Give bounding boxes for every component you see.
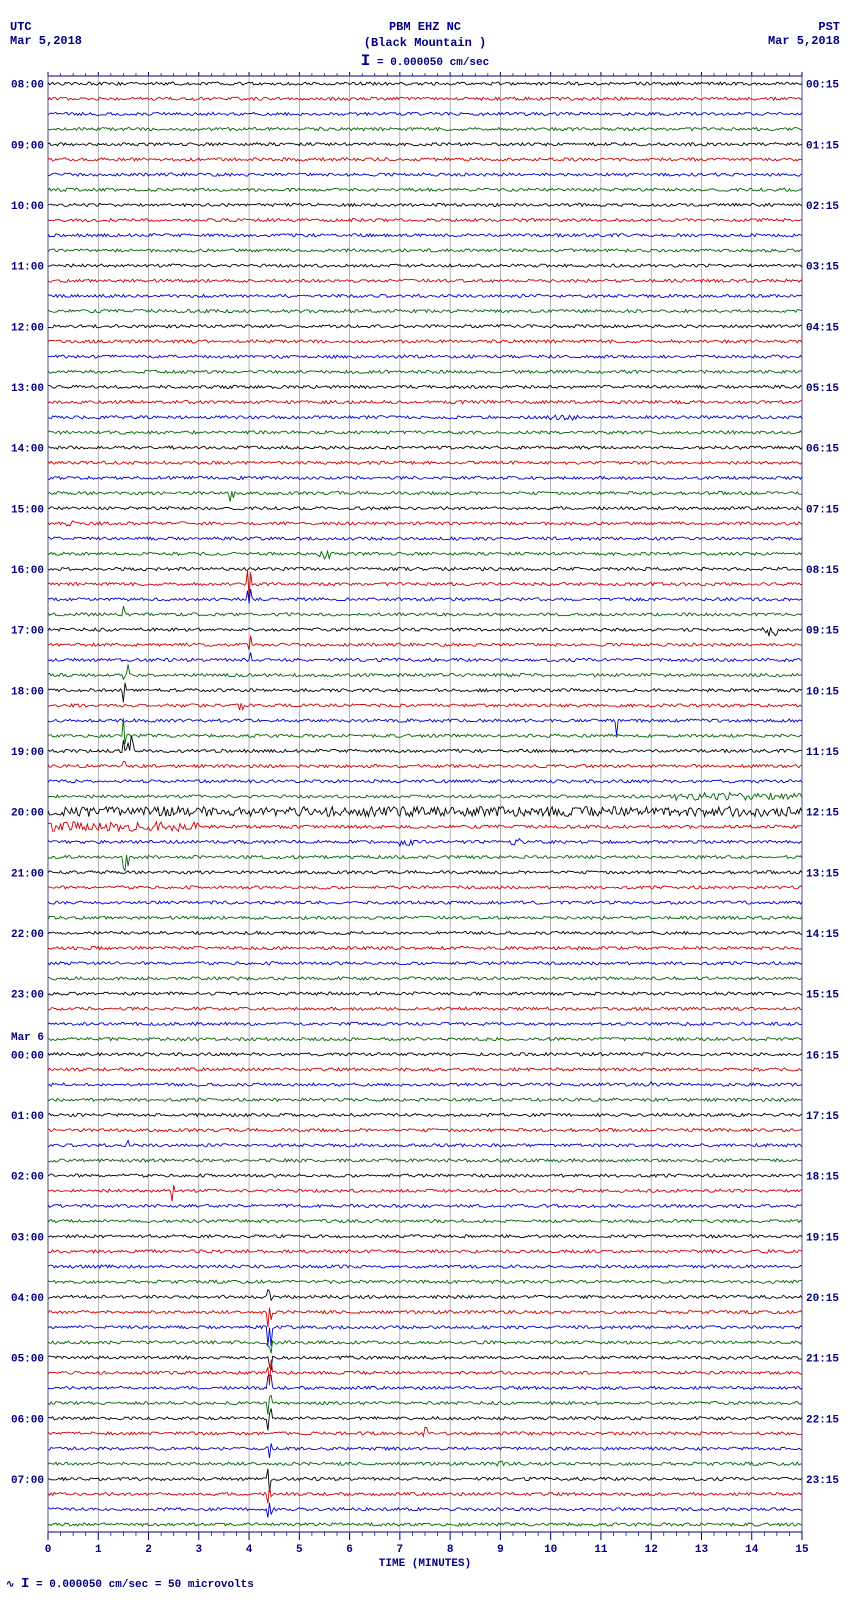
svg-text:09:15: 09:15 (806, 626, 839, 638)
svg-text:00:15: 00:15 (806, 80, 839, 92)
svg-text:14:15: 14:15 (806, 929, 839, 941)
svg-text:01:00: 01:00 (11, 1111, 44, 1123)
svg-text:18:15: 18:15 (806, 1172, 839, 1184)
svg-text:5: 5 (296, 1544, 303, 1556)
svg-text:21:00: 21:00 (11, 868, 44, 880)
svg-text:10:15: 10:15 (806, 686, 839, 698)
scale-value: = 0.000050 cm/sec (377, 57, 489, 69)
left-date-label: Mar 5,2018 (10, 34, 82, 48)
svg-text:1: 1 (95, 1544, 102, 1556)
station-name: (Black Mountain ) (82, 36, 768, 52)
svg-text:05:15: 05:15 (806, 383, 839, 395)
svg-text:22:15: 22:15 (806, 1414, 839, 1426)
svg-text:08:00: 08:00 (11, 80, 44, 92)
svg-text:20:00: 20:00 (11, 808, 44, 820)
right-date-label: Mar 5,2018 (768, 34, 840, 48)
svg-text:00:00: 00:00 (11, 1050, 44, 1062)
svg-text:05:00: 05:00 (11, 1354, 44, 1366)
footer-scale-text: = 0.000050 cm/sec = 50 microvolts (36, 1579, 254, 1591)
svg-text:17:15: 17:15 (806, 1111, 839, 1123)
left-tz-label: UTC (10, 20, 82, 34)
svg-text:3: 3 (195, 1544, 202, 1556)
svg-text:10:00: 10:00 (11, 201, 44, 213)
svg-text:9: 9 (497, 1544, 504, 1556)
svg-text:11:15: 11:15 (806, 747, 839, 759)
helicorder-plot: 0123456789101112131415TIME (MINUTES)08:0… (0, 72, 850, 1572)
svg-text:4: 4 (246, 1544, 253, 1556)
svg-text:12:15: 12:15 (806, 808, 839, 820)
svg-text:Mar 6: Mar 6 (11, 1032, 44, 1044)
svg-text:02:15: 02:15 (806, 201, 839, 213)
svg-text:20:15: 20:15 (806, 1293, 839, 1305)
station-code: PBM EHZ NC (82, 20, 768, 36)
svg-text:15:00: 15:00 (11, 504, 44, 516)
svg-text:13:15: 13:15 (806, 868, 839, 880)
svg-text:19:15: 19:15 (806, 1232, 839, 1244)
svg-text:04:15: 04:15 (806, 322, 839, 334)
svg-text:17:00: 17:00 (11, 626, 44, 638)
svg-text:14:00: 14:00 (11, 444, 44, 456)
svg-text:12:00: 12:00 (11, 322, 44, 334)
svg-text:09:00: 09:00 (11, 140, 44, 152)
svg-text:02:00: 02:00 (11, 1172, 44, 1184)
svg-text:18:00: 18:00 (11, 686, 44, 698)
svg-text:6: 6 (346, 1544, 353, 1556)
timezone-header: UTC Mar 5,2018 PBM EHZ NC (Black Mountai… (0, 20, 850, 72)
svg-text:16:00: 16:00 (11, 565, 44, 577)
svg-text:01:15: 01:15 (806, 140, 839, 152)
utc-header: UTC Mar 5,2018 (10, 20, 82, 72)
svg-text:13:00: 13:00 (11, 383, 44, 395)
svg-text:08:15: 08:15 (806, 565, 839, 577)
right-tz-label: PST (768, 20, 840, 34)
svg-text:06:15: 06:15 (806, 444, 839, 456)
svg-text:12: 12 (645, 1544, 658, 1556)
svg-text:07:00: 07:00 (11, 1475, 44, 1487)
footer-scale: ∿ I = 0.000050 cm/sec = 50 microvolts (0, 1572, 850, 1596)
svg-text:8: 8 (447, 1544, 454, 1556)
svg-text:06:00: 06:00 (11, 1414, 44, 1426)
station-header: PBM EHZ NC (Black Mountain ) I = 0.00005… (82, 20, 768, 72)
pst-header: PST Mar 5,2018 (768, 20, 840, 72)
svg-text:TIME (MINUTES): TIME (MINUTES) (379, 1558, 471, 1570)
svg-text:22:00: 22:00 (11, 929, 44, 941)
svg-text:13: 13 (695, 1544, 709, 1556)
scale-indicator: I = 0.000050 cm/sec (82, 51, 768, 72)
svg-text:2: 2 (145, 1544, 152, 1556)
svg-text:03:15: 03:15 (806, 262, 839, 274)
svg-text:14: 14 (745, 1544, 759, 1556)
svg-text:16:15: 16:15 (806, 1050, 839, 1062)
svg-text:7: 7 (397, 1544, 404, 1556)
svg-text:03:00: 03:00 (11, 1232, 44, 1244)
svg-text:23:15: 23:15 (806, 1475, 839, 1487)
svg-text:11: 11 (594, 1544, 608, 1556)
svg-text:21:15: 21:15 (806, 1354, 839, 1366)
svg-text:11:00: 11:00 (11, 262, 44, 274)
svg-text:23:00: 23:00 (11, 990, 44, 1002)
svg-text:07:15: 07:15 (806, 504, 839, 516)
svg-text:15: 15 (795, 1544, 809, 1556)
svg-text:0: 0 (45, 1544, 52, 1556)
svg-text:04:00: 04:00 (11, 1293, 44, 1305)
svg-text:19:00: 19:00 (11, 747, 44, 759)
svg-text:10: 10 (544, 1544, 557, 1556)
svg-text:15:15: 15:15 (806, 990, 839, 1002)
